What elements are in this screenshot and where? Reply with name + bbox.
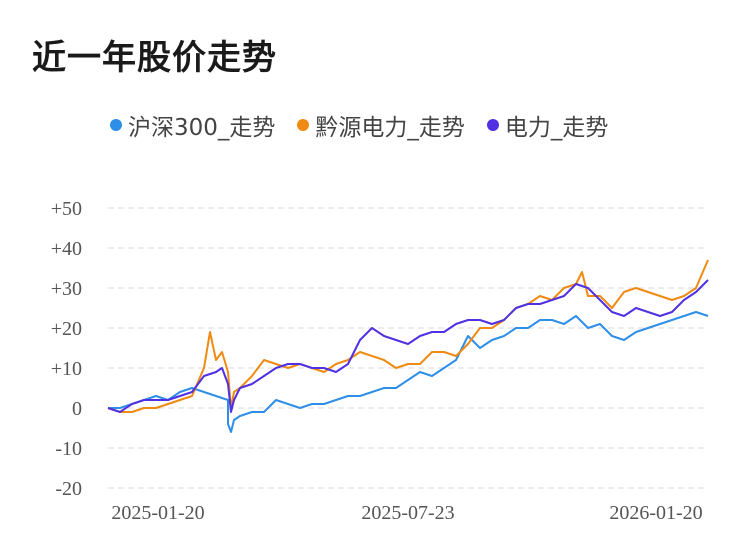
legend-dot-icon: [297, 119, 310, 131]
y-tick-label: -20: [55, 478, 82, 500]
legend-item-power[interactable]: 电力_走势: [486, 108, 609, 142]
y-tick-label: -10: [55, 438, 82, 460]
x-tick-label: 2025-07-23: [361, 502, 454, 524]
legend-label: 沪深300_走势: [128, 115, 276, 141]
legend-item-hs300[interactable]: 沪深300_走势: [110, 108, 275, 142]
legend-dot-icon: [486, 119, 499, 131]
legend-dot-icon: [110, 119, 122, 131]
series-line-0: [108, 311, 709, 433]
x-tick-label: 2026-01-20: [609, 502, 702, 524]
y-tick-label: 0: [72, 398, 82, 420]
legend: 沪深300_走势 黔源电力_走势 电力_走势: [110, 108, 608, 142]
series-line-1: [107, 259, 709, 413]
series-line-2: [107, 279, 709, 413]
y-tick-label: +20: [51, 318, 82, 340]
chart-title: 近一年股价走势: [32, 38, 277, 78]
y-tick-label: +30: [51, 278, 82, 300]
legend-item-qianyuan[interactable]: 黔源电力_走势: [297, 108, 465, 142]
y-tick-label: +10: [51, 358, 82, 380]
y-tick-label: +50: [51, 198, 82, 220]
y-tick-label: +40: [51, 238, 82, 260]
legend-label: 电力_走势: [504, 115, 609, 141]
x-tick-label: 2025-01-20: [111, 502, 204, 524]
legend-label: 黔源电力_走势: [315, 115, 465, 141]
